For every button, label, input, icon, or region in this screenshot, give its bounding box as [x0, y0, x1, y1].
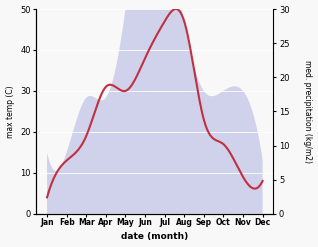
X-axis label: date (month): date (month) — [121, 232, 189, 242]
Y-axis label: med. precipitation (kg/m2): med. precipitation (kg/m2) — [303, 60, 313, 163]
Y-axis label: max temp (C): max temp (C) — [5, 85, 15, 138]
